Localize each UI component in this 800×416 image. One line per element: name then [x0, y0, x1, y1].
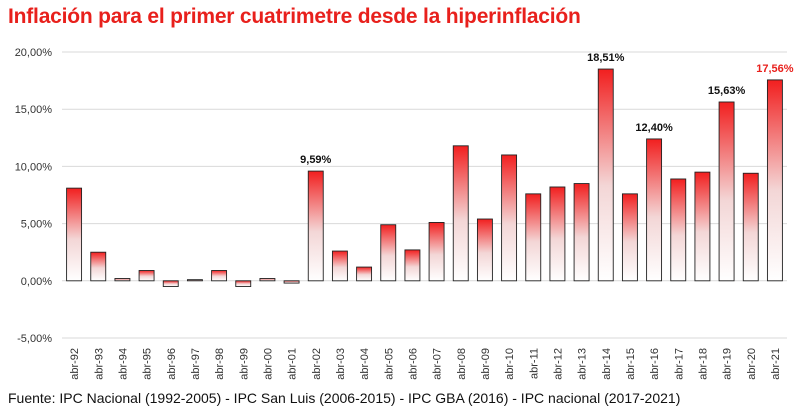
x-tick-label: abr-99 [238, 348, 250, 380]
x-tick-label: abr-09 [480, 348, 492, 380]
x-tick-label: abr-03 [335, 348, 347, 380]
data-label: 15,63% [708, 85, 746, 97]
bar [235, 280, 252, 287]
bar [694, 171, 711, 282]
x-tick-label: abr-92 [69, 348, 81, 380]
bar [90, 251, 107, 282]
x-tick-label: abr-13 [577, 348, 589, 380]
x-tick-label: abr-12 [552, 348, 564, 380]
bar [356, 266, 373, 282]
bar [452, 145, 469, 282]
bar [211, 270, 228, 282]
data-label: 9,59% [300, 154, 331, 166]
chart-title: Inflación para el primer cuatrimetre des… [8, 5, 581, 28]
y-tick-label: 20,00% [15, 47, 53, 59]
y-tick-label: 0,00% [21, 276, 52, 288]
y-tick-label: 5,00% [21, 219, 52, 231]
source-note: Fuente: IPC Nacional (1992-2005) - IPC S… [8, 390, 681, 406]
bar [404, 249, 421, 282]
bar [525, 193, 542, 282]
x-tick-label: abr-18 [697, 348, 709, 380]
x-tick-label: abr-17 [673, 348, 685, 380]
x-tick-label: abr-14 [601, 348, 613, 380]
x-tick-label: abr-16 [649, 348, 661, 380]
bar [66, 187, 83, 282]
bar [114, 278, 131, 282]
bar [138, 270, 155, 282]
x-tick-label: abr-21 [770, 348, 782, 380]
bar [186, 279, 203, 282]
bar [646, 138, 663, 282]
y-tick-label: 10,00% [15, 161, 53, 173]
x-tick-label: abr-08 [456, 348, 468, 380]
x-tick-label: abr-01 [287, 348, 299, 380]
bar [742, 172, 759, 282]
bar [549, 186, 566, 282]
y-tick-label: -5,00% [17, 333, 52, 345]
y-tick-label: 15,00% [15, 104, 53, 116]
bar [573, 183, 590, 282]
x-tick-label: abr-19 [722, 348, 734, 380]
bar [380, 224, 397, 282]
bar [718, 101, 735, 282]
x-tick-label: abr-20 [746, 348, 758, 380]
bar [621, 193, 638, 282]
x-tick-label: abr-93 [93, 348, 105, 380]
bar [259, 278, 276, 282]
x-tick-label: abr-06 [407, 348, 419, 380]
bar [331, 250, 348, 282]
x-tick-label: abr-07 [432, 348, 444, 380]
bar [428, 222, 445, 282]
x-tick-label: abr-00 [262, 348, 274, 380]
x-tick-label: abr-15 [625, 348, 637, 380]
bar [597, 68, 614, 282]
bar [162, 280, 179, 287]
bar-chart: -5,00% 0,00% 5,00% 10,00% 15,00% 20,00% abr-92… [15, 47, 794, 380]
data-label: 12,40% [635, 122, 673, 134]
x-tick-label: abr-11 [528, 348, 540, 379]
x-tick-label: abr-02 [311, 348, 323, 380]
bar [766, 79, 783, 282]
x-tick-label: abr-98 [214, 348, 226, 380]
bar [283, 280, 300, 284]
x-tick-label: abr-10 [504, 348, 516, 380]
bar [307, 170, 324, 282]
x-tick-label: abr-04 [359, 348, 371, 380]
x-tick-label: abr-97 [190, 348, 202, 380]
x-tick-label: abr-96 [166, 348, 178, 380]
bar [476, 218, 493, 282]
bar [501, 154, 518, 282]
data-label: 18,51% [587, 52, 625, 64]
data-label: 17,56% [756, 63, 794, 75]
bar [670, 178, 687, 282]
x-tick-label: abr-95 [142, 348, 154, 380]
x-tick-label: abr-94 [117, 348, 129, 380]
x-tick-label: abr-05 [383, 348, 395, 380]
